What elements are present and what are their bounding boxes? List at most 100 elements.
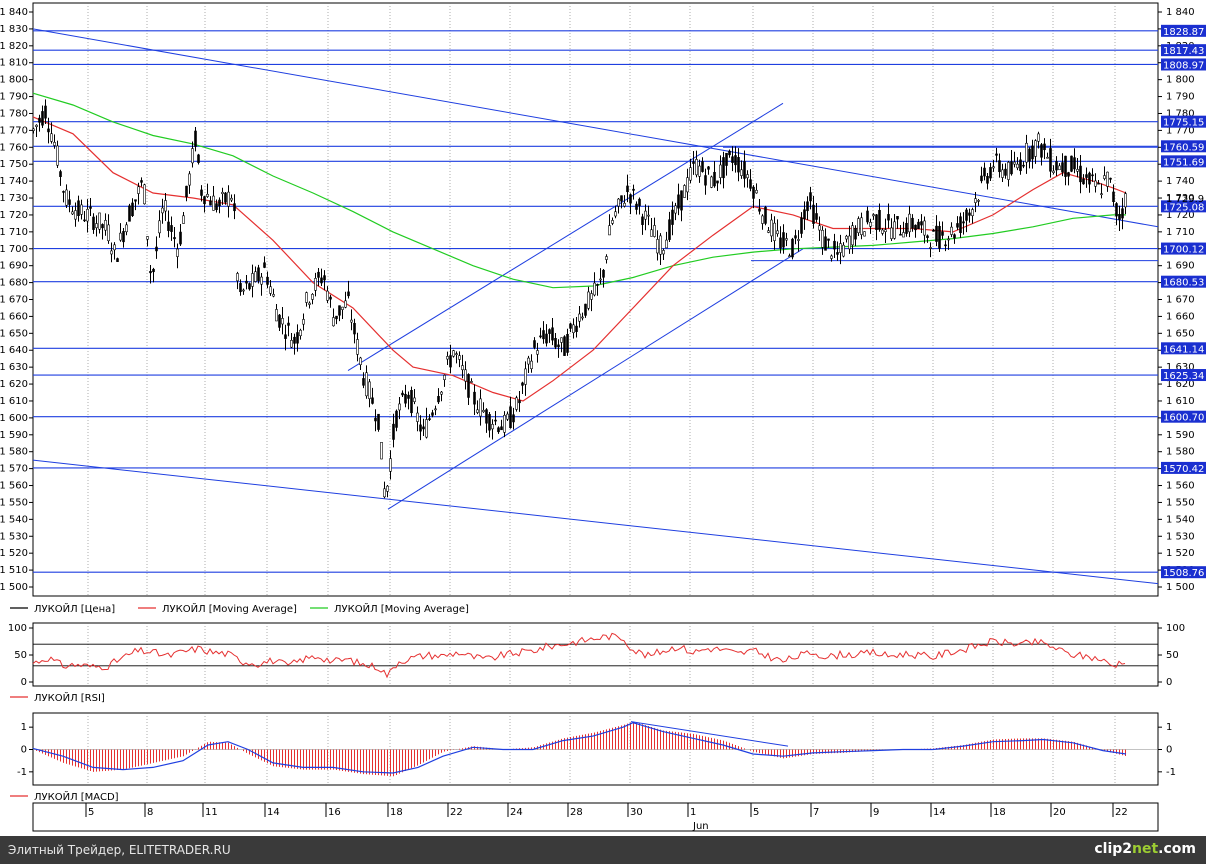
macd-tick-label: 1 [1166,722,1172,733]
candle-body [914,224,917,231]
candle-body [848,235,851,250]
ma-slow-line [32,92,1126,289]
candle-body [338,305,341,316]
candle-body [656,239,659,254]
candle-body [860,217,863,235]
candle-body [647,214,650,217]
y-tick-label-right: 1 520 [1166,548,1195,559]
price-level-tag [1161,115,1206,128]
candle-body [1091,174,1094,177]
candle-body [218,199,221,207]
candle-body [725,152,728,166]
candle-body [920,221,923,226]
candle-body [1073,157,1076,170]
candle-body [323,275,326,281]
candle-body [533,340,536,348]
candle-body [353,322,356,335]
candle-body [77,200,80,217]
candle-body [281,318,284,325]
candle-body [653,225,656,237]
x-tick-label: 22 [1115,807,1128,818]
ma-fast-line [32,116,1127,402]
candle-body [272,294,275,297]
candle-body [683,185,686,198]
candle-body [851,225,854,246]
candle-body [182,215,185,224]
candle-body [638,198,641,206]
price-level-tag-text: 1808.97 [1163,60,1204,71]
candle-body [878,209,881,230]
candle-body [995,153,998,156]
candle-body [302,319,305,325]
x-tick-label: 1 [690,807,696,818]
price-level-tag-text: 1751.69 [1163,157,1204,168]
x-axis-frame [32,802,1159,832]
candle-body [65,189,68,206]
candle-body [884,229,887,233]
candle-body [401,392,404,396]
candle-body [893,221,896,239]
candle-body [731,156,734,163]
candle-body [74,210,77,220]
candle-body [230,197,233,201]
candle-body [797,239,800,241]
candle-body [155,246,158,252]
y-tick-label: 1 730 [0,193,28,204]
candle-body [785,238,788,241]
price-level-tag-text: 1625.34 [1163,371,1204,382]
candle-body [1025,142,1028,163]
candle-body [296,332,299,344]
rsi-polyline [32,632,1126,679]
candle-body [1124,193,1127,208]
footer-source: Элитный Трейдер, ELITETRADER.RU [8,843,231,857]
candle-body [998,160,1001,173]
candle-body [461,365,464,371]
y-tick-label-right: 1 500 [1166,582,1195,593]
candle-body [179,231,182,245]
macd-tick-label: 0 [1166,745,1172,756]
candle-body [581,316,584,319]
price-level-tag-text: 1775.15 [1163,118,1204,129]
x-tick-label: 14 [933,807,946,818]
candle-body [242,289,245,292]
candle-body [161,207,164,214]
candle-body [53,142,56,146]
y-tick-label-right: 1 560 [1166,481,1195,492]
x-tick-label: 18 [390,807,403,818]
y-tick-label: 1 650 [0,328,28,339]
candle-body [617,198,620,207]
price-legend: ЛУКОЙЛ [Цена] ЛУКОЙЛ [Moving Average] ЛУ… [10,602,469,615]
x-tick-label: 16 [328,807,341,818]
candle-body [803,209,806,220]
y-tick-label: 1 680 [0,278,28,289]
candle-body [149,271,152,274]
candle-body [113,244,116,251]
candle-body [104,220,107,231]
candle-body [386,485,389,492]
y-tick-label: 1 820 [0,41,28,52]
candle-body [35,124,38,127]
footer-logo[interactable]: clip2net.com [1094,841,1196,857]
candle-body [512,414,515,423]
candle-body [854,227,857,240]
candle-body [107,224,110,242]
y-tick-label: 1 550 [0,497,28,508]
y-tick-label: 1 560 [0,481,28,492]
candle-body [215,203,218,211]
candle-body [1034,140,1037,157]
logo-part-b: net [1132,841,1159,857]
candle-body [902,232,905,238]
candle-body [1031,145,1034,160]
x-tick-label: 5 [753,807,759,818]
candle-body [311,294,314,300]
candle-body [1109,177,1112,180]
candle-body [431,412,434,416]
candle-body [866,210,869,223]
candle-body [368,381,371,399]
candle-body [623,202,626,207]
candle-body [359,357,362,366]
rsi-tick-label-left: 0 [21,677,27,688]
price-level-tag-text: 1680.53 [1163,278,1204,289]
candle-body [317,271,320,278]
price-level-tag [1161,342,1206,355]
